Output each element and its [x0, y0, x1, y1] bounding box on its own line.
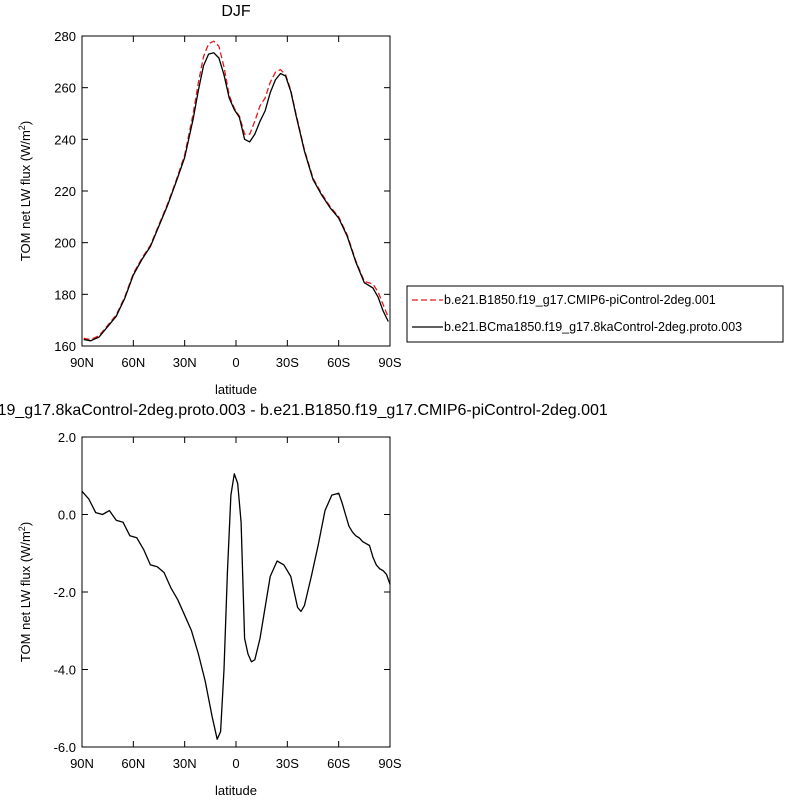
- x-tick-label: 60N: [121, 355, 145, 370]
- bottom-ylabel-sup: 2: [17, 526, 27, 531]
- x-tick-label: 60N: [121, 756, 145, 771]
- y-tick-label: 0.0: [58, 508, 76, 523]
- legend-label-piControl: b.e21.B1850.f19_g17.CMIP6-piControl-2deg…: [444, 293, 716, 307]
- y-tick-label: -6.0: [54, 740, 76, 755]
- top-ticks: 90N 60N 30N 0 30S 60S 90S 160 180 200 220 240 260 280: [54, 29, 402, 370]
- y-tick-label: 240: [54, 132, 76, 147]
- bottom-series: [81, 473, 391, 740]
- x-tick-label: 30N: [173, 355, 197, 370]
- series-line-0: [81, 473, 391, 740]
- y-tick-label: 2.0: [58, 430, 76, 445]
- x-tick-label: 90S: [378, 756, 401, 771]
- top-xlabel: latitude: [215, 382, 257, 397]
- bottom-panel: b.e21.BCma1850.f19_g17.8kaControl-2deg.p…: [0, 402, 608, 798]
- top-title: DJF: [221, 3, 251, 20]
- legend-label-8kaControl: b.e21.BCma1850.f19_g17.8kaControl-2deg.p…: [444, 320, 742, 334]
- x-tick-label: 30S: [276, 355, 299, 370]
- top-ylabel-sup: 2: [17, 125, 27, 130]
- bottom-title: b.e21.BCma1850.f19_g17.8kaControl-2deg.p…: [0, 402, 608, 419]
- top-ylabel-close: ): [18, 121, 33, 125]
- x-tick-label: 90S: [378, 355, 401, 370]
- y-tick-label: 260: [54, 81, 76, 96]
- x-tick-label: 0: [232, 756, 239, 771]
- y-tick-label: 160: [54, 339, 76, 354]
- x-tick-label: 30N: [173, 756, 197, 771]
- y-tick-label: -2.0: [54, 585, 76, 600]
- x-tick-label: 90N: [70, 756, 94, 771]
- y-tick-label: 200: [54, 236, 76, 251]
- top-series: [83, 40, 389, 342]
- top-ylabel: TOM net LW flux (W/m2): [17, 121, 33, 261]
- y-tick-label: -4.0: [54, 663, 76, 678]
- bottom-xlabel: latitude: [215, 783, 257, 798]
- x-tick-label: 0: [232, 355, 239, 370]
- y-tick-label: 180: [54, 287, 76, 302]
- legend: b.e21.B1850.f19_g17.CMIP6-piControl-2deg…: [406, 285, 784, 343]
- y-tick-label: 220: [54, 184, 76, 199]
- top-ylabel-main: TOM net LW flux (W/m: [18, 130, 33, 261]
- x-tick-label: 90N: [70, 355, 94, 370]
- x-tick-label: 30S: [276, 756, 299, 771]
- bottom-ylabel-main: TOM net LW flux (W/m: [18, 531, 33, 662]
- top-panel: DJF 90N 60N 30N 0 30S 60S 90S 160 180 200 220 240 26…: [17, 3, 402, 397]
- y-tick-label: 280: [54, 29, 76, 44]
- bottom-plot-frame: [81, 436, 391, 748]
- x-tick-label: 60S: [327, 355, 350, 370]
- top-plot-frame: [81, 35, 391, 347]
- bottom-ticks: 90N 60N 30N 0 30S 60S 90S 2.0 0.0 -2.0 -4.0 -6.0: [54, 430, 402, 771]
- x-tick-label: 60S: [327, 756, 350, 771]
- legend-box: [406, 285, 784, 343]
- series-line-0: [83, 40, 389, 341]
- bottom-ylabel-close: ): [18, 522, 33, 526]
- series-line-1: [83, 52, 389, 342]
- bottom-ylabel: TOM net LW flux (W/m2): [17, 522, 33, 662]
